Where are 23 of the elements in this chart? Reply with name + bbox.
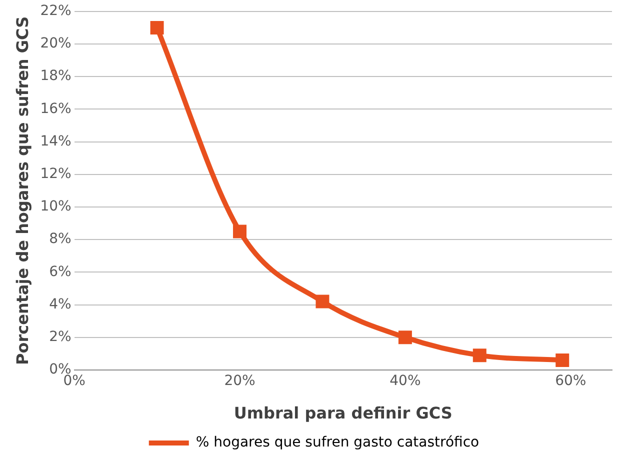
point [472, 348, 486, 362]
y-tick-label: 20% [40, 36, 72, 52]
y-axis-title: Porcentaje de hogares que sufren GCS [12, 16, 32, 365]
y-tick-label: 16% [40, 100, 72, 117]
y-tick-label: 4% [49, 296, 72, 312]
x-tick-label: 60% [555, 373, 586, 390]
point [233, 224, 246, 238]
y-tick-label: 10% [40, 198, 72, 215]
y-tick-label: 8% [49, 231, 72, 248]
y-tick-label: 6% [49, 264, 72, 280]
y-tick-label: 18% [40, 68, 72, 84]
point [556, 353, 570, 367]
point [398, 330, 412, 344]
point [316, 294, 330, 308]
x-tick-label: 40% [390, 373, 421, 390]
x-axis-title: Umbral para definir GCS [234, 404, 452, 423]
legend-label: % hogares que sufren gasto catastrófico [196, 434, 480, 451]
y-tick-label: 12% [40, 166, 72, 182]
y-tick-label: 22% [40, 3, 72, 20]
x-tick-label: 20% [224, 373, 256, 390]
y-tick-label: 14% [40, 133, 72, 150]
point [150, 20, 164, 34]
y-tick-label: 2% [49, 329, 72, 346]
